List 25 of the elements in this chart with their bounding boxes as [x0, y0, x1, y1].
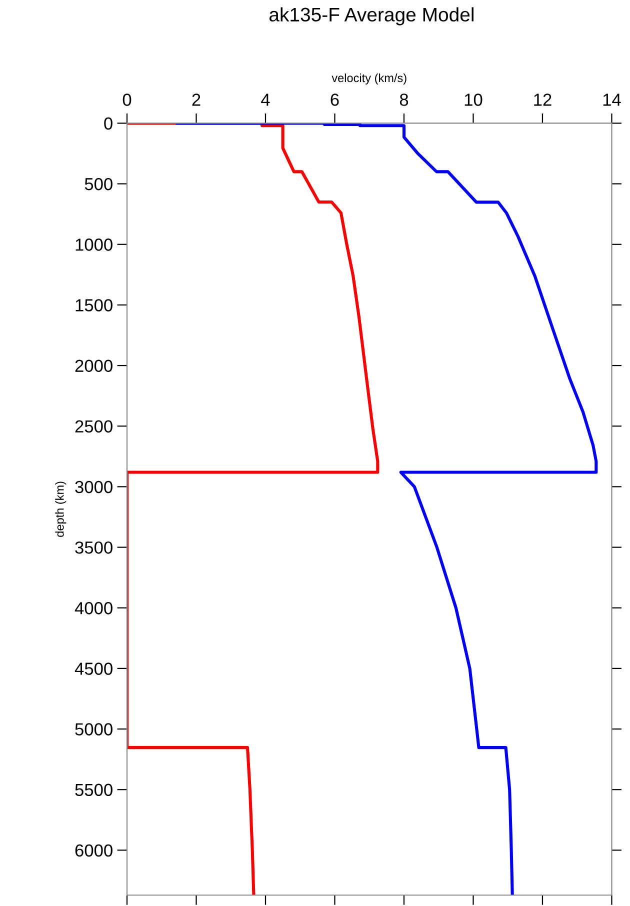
y-tick-label: 4000 [74, 602, 112, 614]
x-tick-label: 0 [122, 94, 132, 106]
y-tick-label: 1500 [76, 299, 112, 312]
y-tick-label: 2000 [75, 360, 112, 372]
y-tick-label: 4500 [74, 662, 112, 675]
x-axis-title: velocity (km/s) [332, 73, 406, 84]
line-series [176, 123, 598, 896]
y-tick-label: 3000 [75, 480, 112, 494]
y-tick-label: 500 [84, 178, 112, 190]
y-tick-label: 5000 [75, 723, 112, 736]
y-tick-label: 5500 [75, 784, 112, 796]
y-tick-label: 3500 [75, 541, 112, 554]
x-tick-label: 8 [400, 94, 408, 106]
y-axis-title: depth (km) [55, 482, 66, 537]
y-tick-label: 0 [104, 117, 112, 130]
y-tick-label: 2500 [75, 420, 112, 433]
x-tick-label: 14 [603, 94, 621, 106]
x-tick-label: 2 [192, 94, 200, 106]
x-tick-label: 10 [464, 94, 482, 106]
y-tick-label: 6000 [75, 844, 112, 857]
chart-title: ak135-F Average Model [269, 7, 474, 26]
x-tick-label: 12 [534, 94, 552, 106]
x-tick-label: 4 [261, 94, 270, 106]
x-tick-label: 6 [330, 94, 339, 106]
y-tick-label: 1000 [76, 238, 112, 251]
